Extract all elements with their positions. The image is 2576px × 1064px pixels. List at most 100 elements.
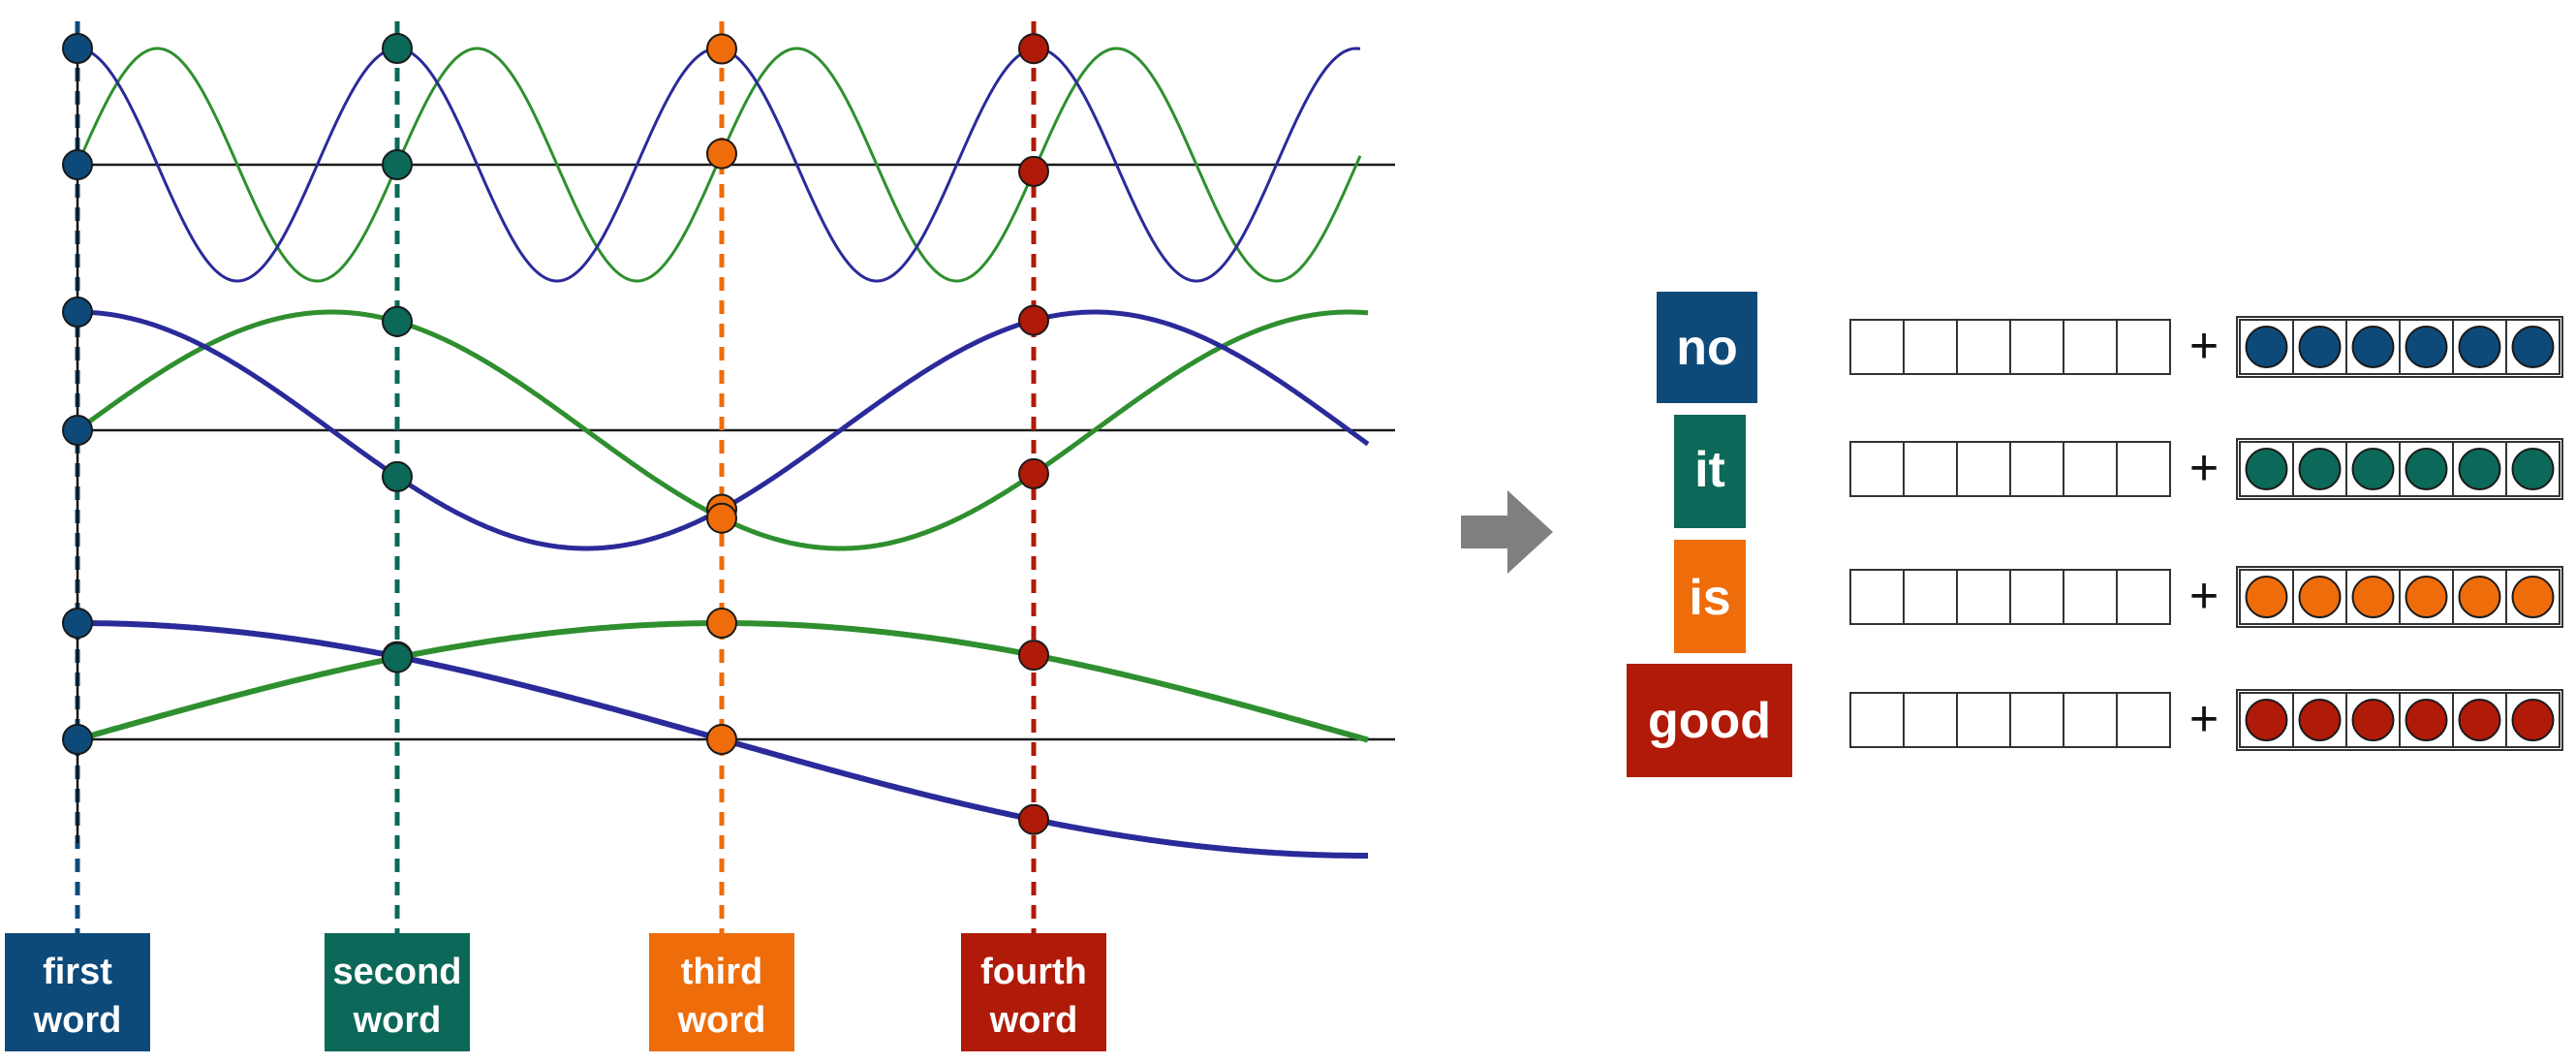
word-embedding-cell — [1903, 441, 1958, 497]
position-label-line2: word — [353, 1000, 442, 1041]
dot-green-pos4-row3 — [1018, 640, 1049, 672]
plus-sign: + — [2189, 691, 2219, 747]
position-label-line1: fourth — [980, 952, 1087, 992]
word-position-labels: first word second word third word fourth word — [5, 933, 1106, 1051]
position-sample-dots — [62, 33, 1049, 835]
position-vector-dot — [2458, 448, 2501, 490]
dot-blue-pos1-row3 — [62, 608, 93, 639]
right-arrow-icon — [1461, 490, 1553, 574]
token-word: good — [1648, 693, 1771, 749]
word-embedding-cell — [2063, 441, 2118, 497]
token-word: is — [1689, 570, 1730, 626]
dot-blue-pos4-row2 — [1018, 304, 1049, 336]
word-embedding-cell — [2116, 569, 2171, 625]
word-embedding-cell — [1956, 569, 2011, 625]
word-embedding-cell — [1849, 692, 1905, 748]
word-embedding-cell — [2116, 441, 2171, 497]
word-embedding-cell — [1903, 692, 1958, 748]
word-embedding-cell — [1956, 441, 2011, 497]
dot-blue-pos4-row1 — [1018, 33, 1049, 65]
word-embedding-cell — [2009, 692, 2064, 748]
position-vector-dot — [2245, 326, 2288, 368]
position-vector-dot — [2511, 326, 2555, 368]
position-vector-dot — [2245, 699, 2288, 741]
dot-green-pos3-row2 — [706, 502, 737, 534]
word-embedding-cell — [2063, 692, 2118, 748]
token-row-good: good + — [1627, 664, 2563, 777]
plus-sign: + — [2189, 440, 2219, 496]
dot-blue-pos1-row1 — [62, 33, 93, 64]
position-label-3: third word — [649, 933, 794, 1051]
word-embedding-cell — [1849, 319, 1905, 375]
position-label-box — [5, 933, 150, 1051]
position-vector-dot — [2511, 699, 2555, 741]
word-embedding-cell — [2063, 569, 2118, 625]
position-vector-dot — [2405, 699, 2448, 741]
word-embedding-cell — [1903, 569, 1958, 625]
token-box — [1657, 292, 1757, 403]
dot-blue-pos3-row1 — [706, 33, 737, 65]
position-label-box — [649, 933, 794, 1051]
token-box — [1674, 540, 1746, 653]
plus-sign: + — [2189, 318, 2219, 374]
position-label-1: first word — [5, 933, 150, 1051]
position-vector-dot — [2245, 448, 2288, 490]
position-label-2: second word — [325, 933, 470, 1051]
word-embedding-cell — [1903, 319, 1958, 375]
dot-blue-pos3-row3 — [706, 724, 737, 755]
position-vector-dot — [2245, 576, 2288, 618]
dot-green-pos3-row3 — [706, 608, 737, 639]
token-box — [1674, 415, 1746, 528]
position-label-line1: first — [43, 952, 112, 992]
position-label-line2: word — [33, 1000, 122, 1041]
word-embedding-cell — [2009, 319, 2064, 375]
word-embedding-cell — [1956, 319, 2011, 375]
dot-blue-pos1-row2 — [62, 297, 93, 328]
position-vector-dot — [2511, 576, 2555, 618]
token-word: it — [1694, 442, 1725, 498]
word-embedding-cell — [2009, 569, 2064, 625]
plus-sign: + — [2189, 568, 2219, 624]
position-vector-dot — [2458, 576, 2501, 618]
position-label-line2: word — [677, 1000, 766, 1041]
token-word: no — [1676, 320, 1738, 376]
word-embedding-cell — [1849, 569, 1905, 625]
dot-green-pos2-row1 — [382, 149, 413, 180]
position-label-box — [325, 933, 470, 1051]
dot-green-pos1-row3 — [62, 724, 93, 755]
word-embedding-cell — [2116, 319, 2171, 375]
dot-blue-pos2-row1 — [382, 33, 413, 64]
token-box — [1627, 664, 1792, 777]
dot-green-pos4-row2 — [1018, 457, 1049, 489]
dot-green-pos1-row1 — [62, 149, 93, 180]
position-vector-dot — [2298, 699, 2342, 741]
position-vector-dot — [2351, 448, 2395, 490]
dot-green-pos1-row2 — [62, 415, 93, 446]
word-embedding-cell — [1956, 692, 2011, 748]
position-vector-dot — [2458, 699, 2501, 741]
position-label-4: fourth word — [961, 933, 1106, 1051]
token-embeddings: no + it + is + good + — [1627, 292, 2563, 777]
position-vector-dot — [2351, 326, 2395, 368]
word-embedding-cell — [2009, 441, 2064, 497]
position-vector-dot — [2298, 326, 2342, 368]
position-vector-dot — [2351, 576, 2395, 618]
word-embedding-cell — [2063, 319, 2118, 375]
position-vector-dot — [2405, 576, 2448, 618]
position-vector-dot — [2405, 326, 2448, 368]
position-label-line1: second — [332, 952, 461, 992]
position-vector-dot — [2351, 699, 2395, 741]
dot-green-pos4-row1 — [1018, 155, 1049, 187]
word-embedding-cell — [1849, 441, 1905, 497]
position-vector-frame — [2236, 438, 2563, 500]
dot-blue-pos4-row3 — [1018, 803, 1049, 835]
token-row-is: is + — [1674, 540, 2563, 653]
position-vector-frame — [2236, 566, 2563, 628]
position-vector-dot — [2511, 448, 2555, 490]
dot-blue-pos2-row2 — [382, 460, 413, 492]
position-vector-frame — [2236, 689, 2563, 751]
position-label-box — [961, 933, 1106, 1051]
position-vector-dot — [2405, 448, 2448, 490]
dot-green-pos3-row1 — [706, 138, 737, 170]
